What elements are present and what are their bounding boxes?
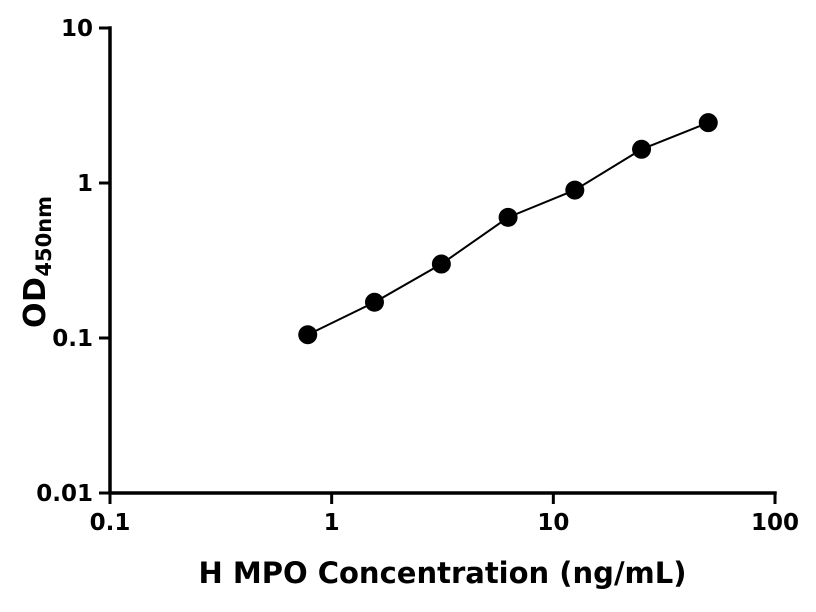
x-tick-label: 10 (537, 510, 569, 536)
data-point-marker (498, 207, 518, 227)
y-tick-label: 10 (61, 16, 93, 42)
data-point-marker (364, 292, 384, 312)
y-axis-title-subscript: 450nm (32, 195, 56, 277)
y-axis-title: OD450nm (18, 162, 56, 362)
data-point-marker (565, 180, 585, 200)
data-point-marker (698, 113, 718, 133)
y-tick-label: 0.1 (52, 326, 93, 352)
x-tick-label: 1 (324, 510, 340, 536)
x-axis-title: H MPO Concentration (ng/mL) (198, 556, 687, 590)
y-tick-label: 0.01 (36, 481, 93, 507)
x-tick-label: 0.1 (90, 510, 131, 536)
data-point-marker (298, 325, 318, 345)
data-point-marker (431, 254, 451, 274)
y-tick-label: 1 (77, 171, 93, 197)
x-tick-label: 100 (751, 510, 799, 536)
data-point-marker (632, 139, 652, 159)
y-axis-title-main: OD (18, 276, 53, 329)
